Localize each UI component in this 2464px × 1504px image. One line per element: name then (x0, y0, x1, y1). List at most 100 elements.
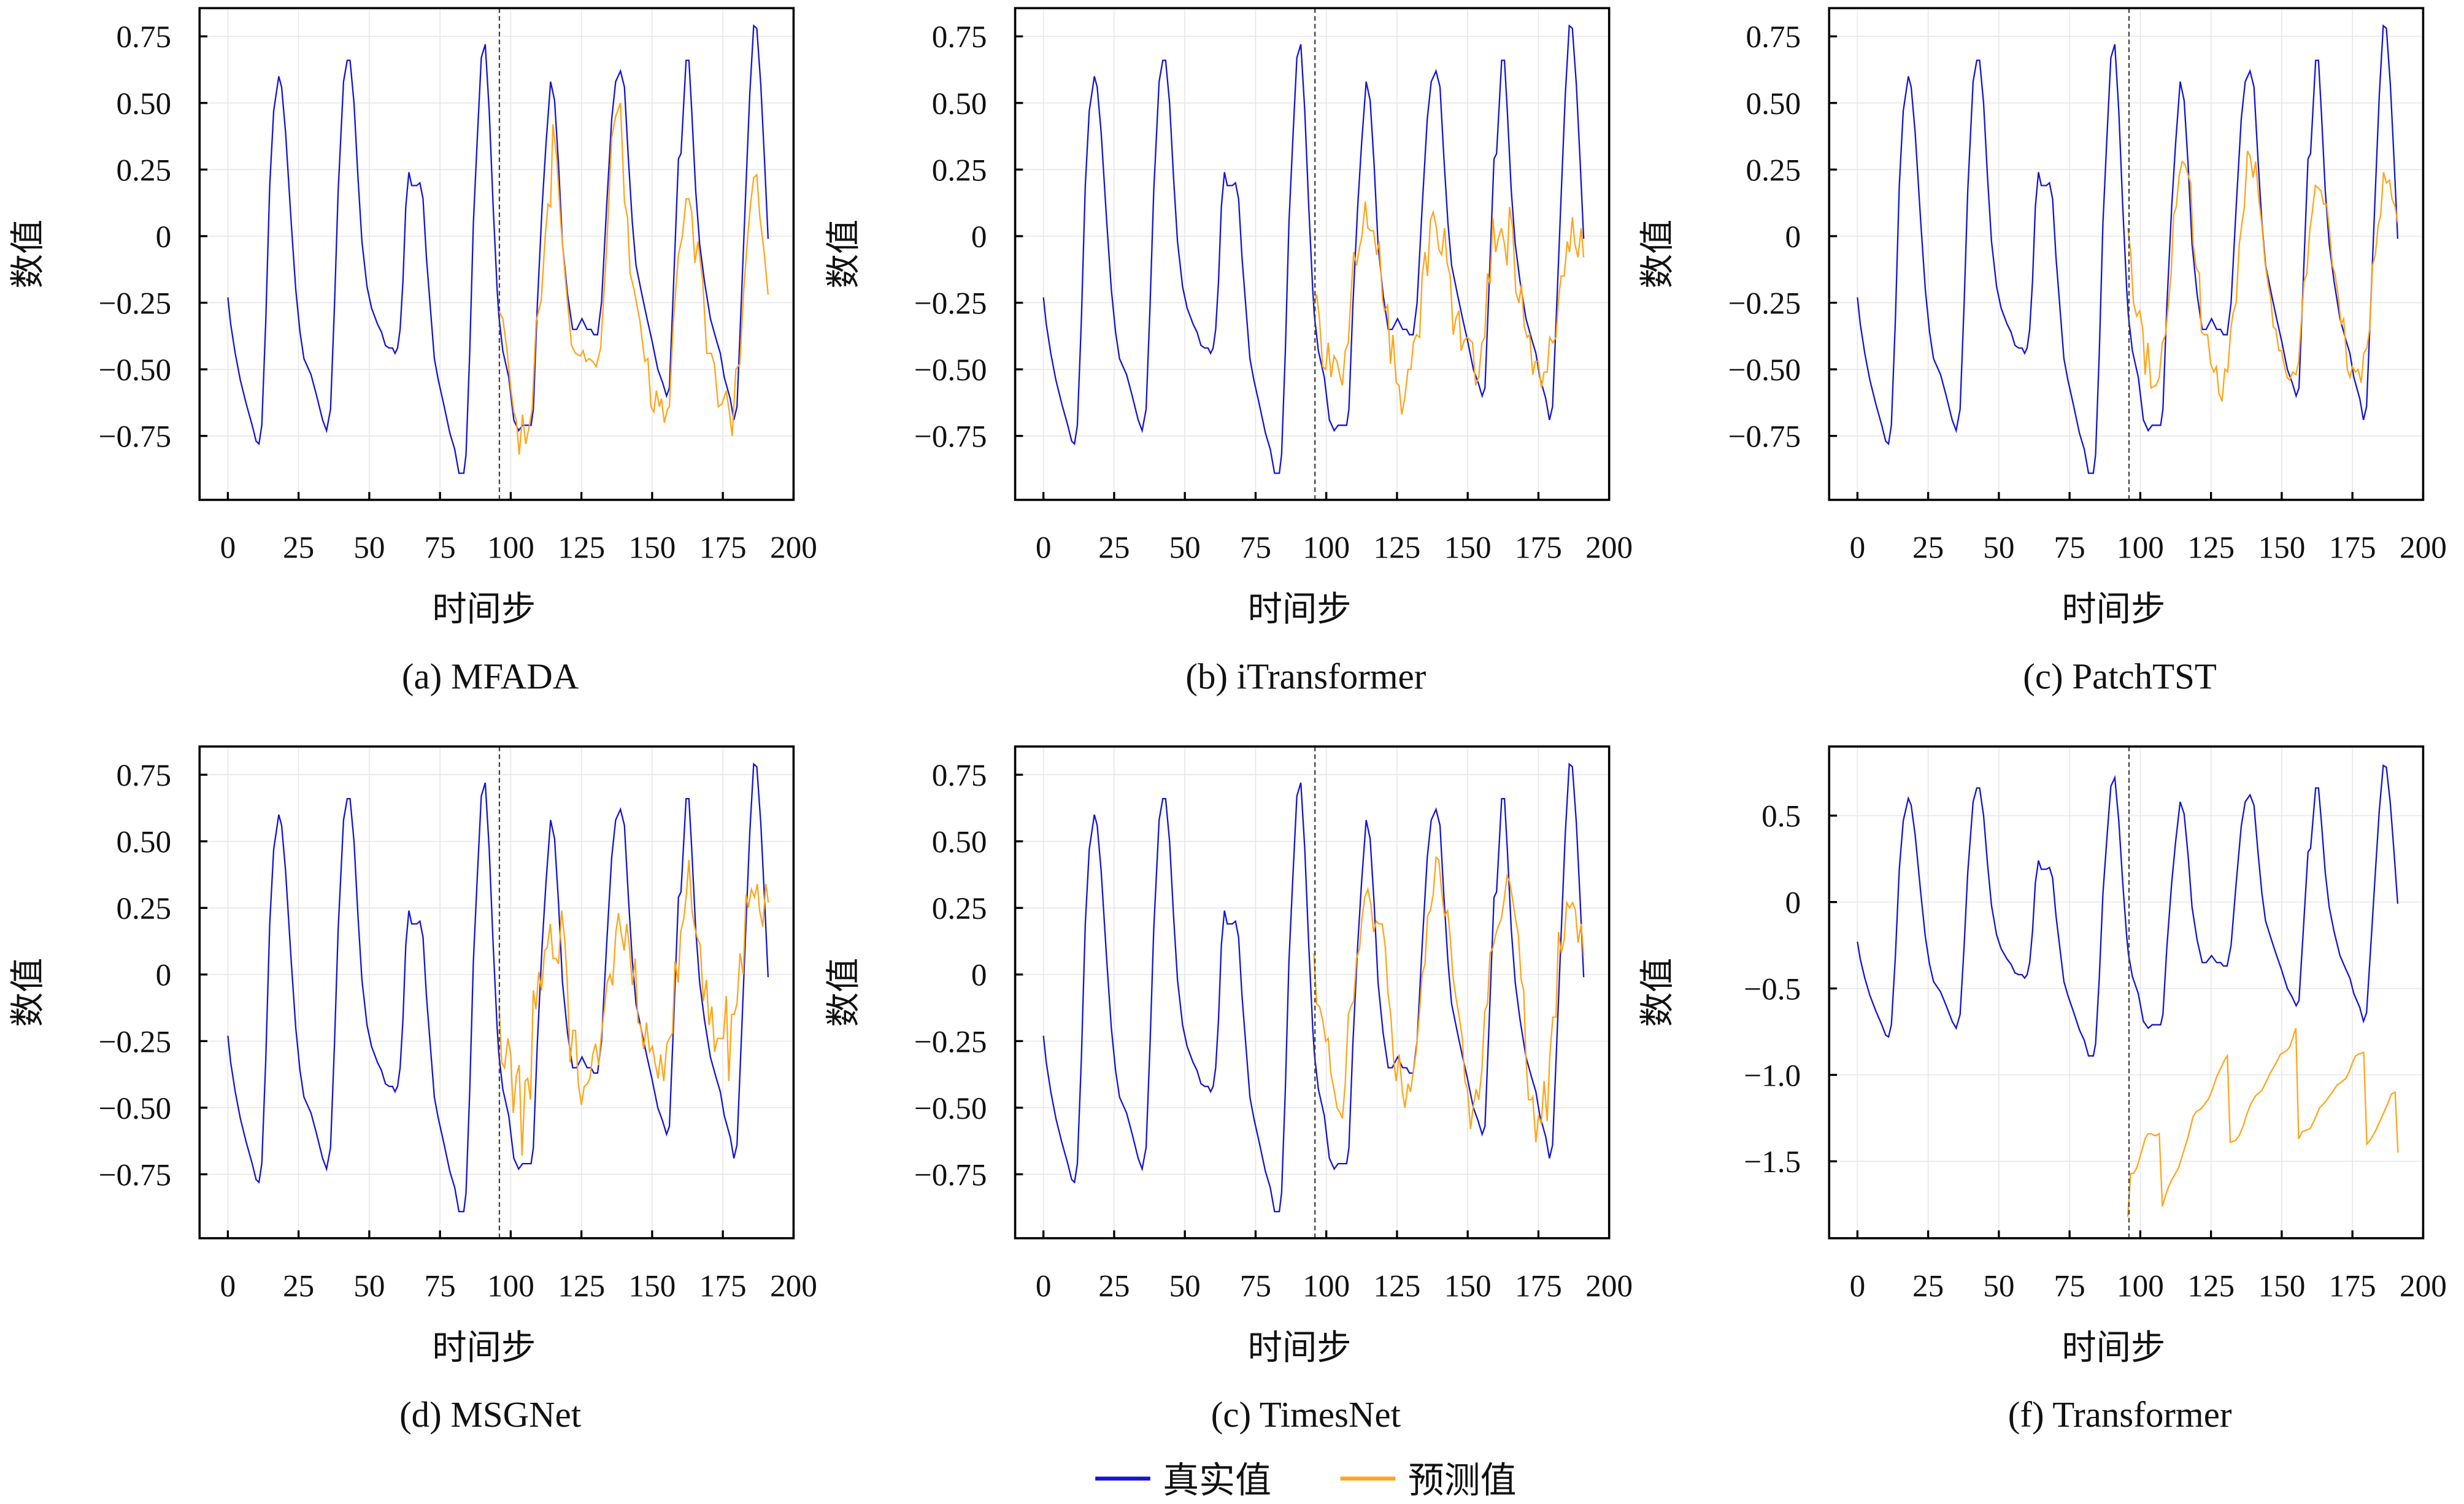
y-axis-label: 数值 (823, 958, 863, 1027)
pred-series-line (1313, 856, 1585, 1143)
x-tick-label: 200 (1585, 1268, 1633, 1303)
y-tick-label: −0.50 (914, 1091, 987, 1126)
y-tick-label: −0.75 (914, 1157, 987, 1192)
x-tick-label: 0 (1036, 1268, 1052, 1303)
y-tick-label: −1.0 (1744, 1058, 1801, 1093)
y-tick-label: 0.75 (932, 20, 987, 55)
y-tick-label: −0.50 (914, 353, 987, 388)
x-tick-label: 200 (2400, 1268, 2447, 1303)
x-tick-label: 100 (487, 531, 534, 566)
subplot-1: 0 25 50 75 100 125 150 175 200 0.75 0.50 0.25 0 −0.25… (823, 7, 1633, 696)
subplot-caption: (b) iTransformer (1185, 656, 1426, 696)
y-axis-label: 数值 (823, 220, 863, 289)
x-tick-label: 175 (2329, 531, 2376, 566)
plot-frame (1828, 745, 2425, 1240)
subplot-caption: (d) MSGNet (399, 1395, 582, 1435)
x-tick-label: 175 (1515, 531, 1562, 566)
y-tick-label: 0 (1785, 220, 1801, 255)
y-tick-label: −0.25 (914, 286, 987, 321)
x-axis-label: 时间步 (432, 1328, 536, 1368)
y-tick-label: 0.50 (117, 825, 172, 860)
x-tick-label: 25 (1912, 1268, 1944, 1303)
y-tick-label: −0.25 (914, 1024, 987, 1059)
x-tick-label: 100 (1303, 531, 1350, 566)
y-tick-label: 0.75 (932, 758, 987, 793)
y-tick-label: 0 (971, 220, 987, 255)
subplot-4: 0 25 50 75 100 125 150 175 200 0.75 0.50 0.25 0 −0.25… (823, 745, 1633, 1435)
y-tick-label: −0.50 (1728, 353, 1801, 388)
x-tick-label: 50 (353, 1268, 385, 1303)
plot-frame (1828, 7, 2425, 501)
subplot-2: 0 25 50 75 100 125 150 175 200 0.75 0.50 0.25 0 −0.25… (1638, 7, 2447, 696)
panels: 0 25 50 75 100 125 150 175 2000.750.500.250−0.25… (8, 7, 2447, 1435)
true-series-line (227, 24, 769, 474)
y-tick-label: 0.5 (1761, 799, 1801, 834)
legend: 真实值 预测值 (1095, 1459, 1517, 1502)
subplot-caption: (c) TimesNet (1211, 1395, 1401, 1435)
x-axis-label: 时间步 (432, 589, 536, 629)
y-tick-label: −0.25 (99, 286, 172, 321)
x-tick-label: 50 (1169, 531, 1201, 566)
y-tick-label: 0.75 (1746, 20, 1801, 55)
y-tick-label: 0 (156, 958, 172, 993)
x-tick-label: 175 (699, 531, 747, 566)
y-tick-label: −0.50 (99, 1091, 172, 1126)
y-tick-label: 0 (1785, 886, 1801, 921)
x-tick-label: 50 (1983, 1268, 2014, 1303)
subplot-caption: (a) MFADA (402, 656, 579, 696)
x-tick-label: 125 (2187, 531, 2235, 566)
x-tick-label: 25 (1098, 531, 1130, 566)
true-series-line (1042, 762, 1585, 1213)
x-tick-label: 25 (283, 1268, 314, 1303)
x-axis-label: 时间步 (1248, 1328, 1352, 1368)
x-tick-label: 50 (1169, 1268, 1201, 1303)
x-tick-label: 0 (1036, 531, 1052, 566)
x-axis-label: 时间步 (2062, 589, 2165, 629)
x-tick-label: 100 (487, 1268, 534, 1303)
y-tick-label: 0 (156, 220, 172, 255)
x-tick-label: 75 (425, 531, 456, 566)
y-tick-label: −0.75 (99, 420, 172, 455)
legend-pred-label: 预测值 (1408, 1459, 1517, 1502)
y-tick-label: −0.75 (1728, 420, 1801, 455)
x-tick-label: 25 (1098, 1268, 1130, 1303)
y-tick-label: −0.75 (99, 1157, 172, 1192)
x-tick-label: 75 (2054, 1268, 2085, 1303)
x-tick-label: 75 (425, 1268, 456, 1303)
x-tick-label: 0 (220, 1268, 236, 1303)
y-tick-label: 0.25 (932, 891, 987, 926)
x-tick-label: 150 (1444, 531, 1492, 566)
x-tick-label: 25 (283, 531, 314, 566)
x-tick-label: 175 (1515, 1268, 1562, 1303)
plot-frame (198, 745, 795, 1240)
plot-frame (1014, 745, 1611, 1240)
x-tick-label: 50 (353, 531, 385, 566)
x-tick-label: 100 (2117, 531, 2164, 566)
x-tick-label: 0 (1850, 531, 1866, 566)
x-tick-label: 125 (2187, 1268, 2235, 1303)
x-tick-label: 25 (1912, 531, 1944, 566)
pred-series-line (2127, 1027, 2399, 1217)
legend-true-label: 真实值 (1163, 1459, 1271, 1502)
y-tick-label: −1.5 (1744, 1145, 1801, 1180)
subplot-3: 0 25 50 75 100 125 150 175 200 0.75 0.50 0.25 0 −0.25… (8, 745, 817, 1435)
y-tick-label: 0.25 (117, 153, 172, 188)
x-tick-label: 150 (2258, 531, 2305, 566)
pred-series-line (498, 102, 769, 455)
x-tick-label: 125 (558, 531, 605, 566)
y-tick-label: 0.75 (117, 20, 172, 55)
subplot-caption: (c) PatchTST (2023, 656, 2217, 696)
x-tick-label: 150 (2258, 1268, 2305, 1303)
y-tick-label: −0.5 (1744, 972, 1801, 1007)
x-tick-label: 75 (2054, 531, 2085, 566)
x-tick-label: 175 (2329, 1268, 2376, 1303)
x-tick-label: 200 (770, 531, 817, 566)
true-series-line (1042, 24, 1585, 474)
true-series-line (1857, 764, 2399, 1057)
x-tick-label: 150 (1444, 1268, 1492, 1303)
x-tick-label: 75 (1240, 1268, 1271, 1303)
y-tick-label: 0.25 (1746, 153, 1801, 188)
x-axis-label: 时间步 (2062, 1328, 2165, 1368)
x-tick-label: 125 (1374, 531, 1421, 566)
y-tick-label: 0.75 (117, 758, 172, 793)
